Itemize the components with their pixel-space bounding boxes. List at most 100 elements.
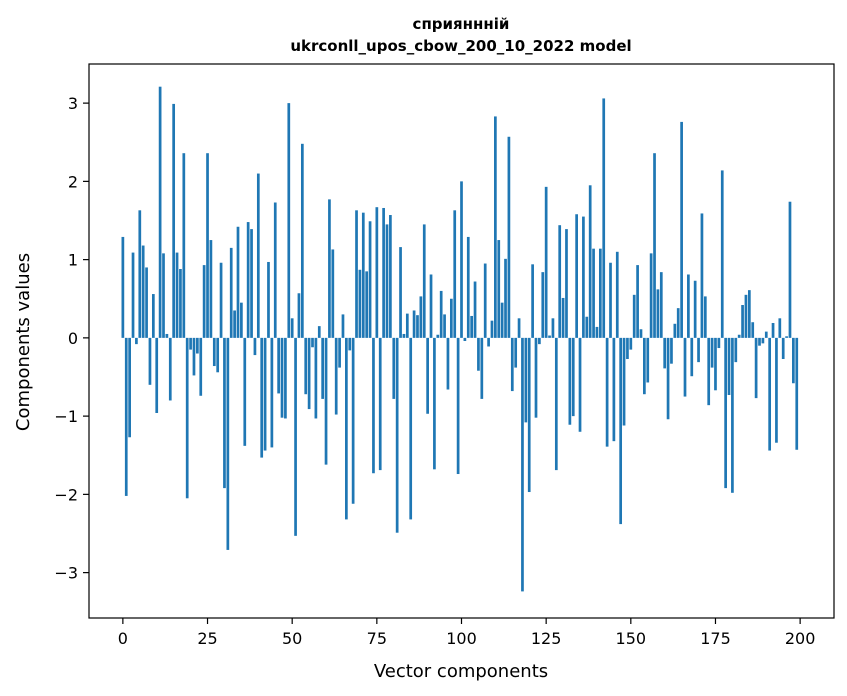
bar <box>676 308 680 338</box>
bar <box>168 337 172 401</box>
bar <box>771 323 775 338</box>
bar <box>192 337 196 376</box>
bar <box>487 337 490 347</box>
bar <box>707 337 711 406</box>
bar <box>317 326 321 338</box>
bar <box>209 240 213 338</box>
bar <box>439 290 443 338</box>
bar <box>304 337 308 395</box>
bar <box>500 302 504 338</box>
bar <box>158 86 162 338</box>
bar <box>737 334 741 338</box>
bar <box>490 320 494 338</box>
bar <box>673 323 677 338</box>
y-tick-label: −3 <box>54 564 78 583</box>
bar <box>307 337 311 410</box>
bar <box>470 315 474 338</box>
bar <box>653 153 656 338</box>
bar <box>128 337 131 438</box>
y-axis-ticks: −3 −2 −1 0 1 2 3 <box>54 94 89 583</box>
bar <box>196 337 199 354</box>
bar <box>724 337 727 489</box>
bar <box>456 337 460 475</box>
bar <box>212 337 216 367</box>
bar <box>300 143 304 338</box>
bar <box>477 337 480 371</box>
x-tick-label: 125 <box>531 629 562 648</box>
bar <box>690 337 694 377</box>
bar <box>731 337 734 493</box>
bar <box>351 337 355 504</box>
bar <box>747 290 751 338</box>
bar <box>578 337 582 432</box>
bar <box>399 247 402 338</box>
bar <box>473 281 477 338</box>
bar <box>649 253 653 338</box>
bar <box>355 210 358 338</box>
bar <box>392 337 396 399</box>
bar <box>768 337 772 451</box>
bar <box>565 229 568 338</box>
bar <box>287 103 291 338</box>
bar <box>175 252 179 338</box>
y-tick-label: −1 <box>54 407 78 426</box>
bar <box>720 170 724 338</box>
bar <box>700 213 704 338</box>
bar <box>277 337 280 394</box>
bar <box>554 337 558 471</box>
bar <box>521 337 524 592</box>
y-tick-label: −2 <box>54 485 78 504</box>
y-tick-label: 2 <box>68 172 78 191</box>
bar <box>558 225 562 338</box>
bar <box>781 337 785 359</box>
bar <box>514 337 518 368</box>
bar <box>412 310 416 338</box>
bar <box>229 247 233 338</box>
bar <box>734 337 738 363</box>
bar <box>253 337 257 356</box>
bar <box>273 202 277 338</box>
bar <box>544 186 548 338</box>
bar <box>284 337 287 419</box>
bar <box>598 248 602 338</box>
x-axis-ticks: 0 25 50 75 100 125 150 175 200 <box>118 618 815 648</box>
bar <box>409 337 413 520</box>
bar <box>334 337 338 415</box>
bar <box>551 318 555 338</box>
bar <box>121 236 125 338</box>
bar <box>659 272 663 338</box>
bar <box>517 318 521 338</box>
bar <box>636 265 639 338</box>
bar <box>703 296 707 338</box>
bar <box>582 216 585 338</box>
bar <box>206 153 209 338</box>
bar <box>321 337 325 399</box>
bar <box>402 333 406 338</box>
bar <box>250 229 253 338</box>
bar <box>497 240 501 338</box>
bar <box>345 337 348 520</box>
bar <box>260 337 264 458</box>
bar <box>764 331 768 338</box>
bar <box>561 297 565 338</box>
bar <box>710 337 714 368</box>
bar <box>290 318 294 338</box>
bar <box>680 121 683 338</box>
bar <box>697 337 700 363</box>
bar <box>341 314 345 338</box>
bar <box>744 294 748 338</box>
bar <box>758 337 761 346</box>
bar <box>338 337 341 368</box>
bar <box>727 337 731 395</box>
bar <box>754 337 758 399</box>
bar <box>246 222 250 338</box>
bar <box>148 337 152 385</box>
bar <box>612 337 616 442</box>
bar <box>775 337 778 443</box>
bar <box>311 337 314 348</box>
bar <box>453 210 457 338</box>
bar <box>480 337 484 399</box>
bar <box>172 103 176 338</box>
bar <box>619 337 623 525</box>
